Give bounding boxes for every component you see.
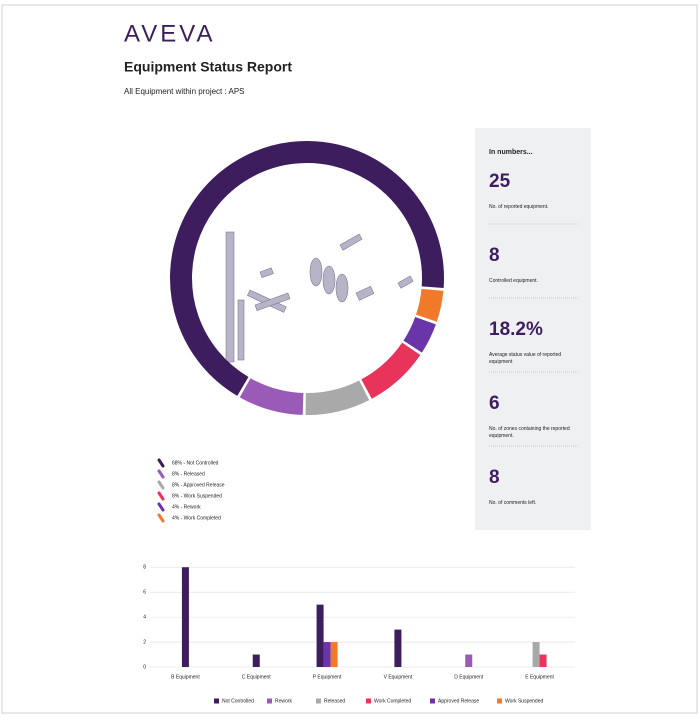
y-tick-label: 2 <box>143 639 146 645</box>
y-tick-label: 0 <box>143 664 146 670</box>
legend-label: Work Completed <box>374 698 411 704</box>
tower <box>226 232 234 362</box>
legend-label: 8% - Released <box>172 471 205 477</box>
bar <box>540 655 547 667</box>
x-tick-label: B Equipment <box>171 674 200 680</box>
report-title: Equipment Status Report <box>124 59 292 75</box>
legend-label: Work Suspended <box>505 698 543 704</box>
logo: AVEVA <box>124 20 215 47</box>
legend-swatch <box>316 699 321 704</box>
legend-label: 68% - Not Controlled <box>172 460 219 466</box>
legend-swatch <box>214 699 219 704</box>
bar <box>331 642 338 667</box>
report-page: AVEVA Equipment Status Report All Equipm… <box>0 0 700 717</box>
x-tick-label: V Equipment <box>384 674 413 680</box>
stat-value: 8 <box>489 245 500 266</box>
report-subtitle: All Equipment within project : APS <box>124 87 245 96</box>
bar <box>253 655 260 667</box>
legend-label: 8% - Approved Release <box>172 482 225 488</box>
legend-swatch <box>267 699 272 704</box>
bar <box>533 642 540 667</box>
donut-segment <box>413 321 426 347</box>
legend-label: Approved Release <box>438 698 479 704</box>
stat-value: 8 <box>489 467 500 488</box>
legend-label: 4% - Work Completed <box>172 515 221 521</box>
column <box>238 300 244 360</box>
bar <box>317 605 324 667</box>
bar <box>324 642 331 667</box>
bar <box>394 630 401 667</box>
vessel <box>336 274 348 302</box>
legend-label: Released <box>324 698 345 704</box>
legend-swatch <box>366 699 371 704</box>
numbers-heading: In numbers... <box>489 149 533 156</box>
stat-value: 18.2% <box>489 319 543 340</box>
vessel <box>323 266 335 294</box>
legend-label: 8% - Work Suspended <box>172 493 222 499</box>
y-tick-label: 4 <box>143 614 146 620</box>
bar <box>465 655 472 667</box>
page-frame <box>2 5 697 713</box>
y-tick-label: 8 <box>143 565 146 571</box>
stat-caption: No. of comments left. <box>489 500 536 506</box>
legend-label: 4% - Rework <box>172 504 201 510</box>
stat-value: 6 <box>489 393 500 414</box>
vessel <box>310 258 322 286</box>
donut-segment <box>426 290 432 318</box>
legend-swatch <box>430 699 435 704</box>
legend-label: Rework <box>275 698 292 704</box>
x-tick-label: E Equipment <box>525 674 554 680</box>
stat-caption: Controlled equipment. <box>489 278 538 284</box>
x-tick-label: P Equipment <box>313 674 342 680</box>
bar <box>182 567 189 667</box>
stat-caption: No. of reported equipment. <box>489 204 548 210</box>
legend-label: Not Controlled <box>222 698 254 704</box>
stat-value: 25 <box>489 171 511 192</box>
x-tick-label: C Equipment <box>242 674 272 680</box>
legend-swatch <box>497 699 502 704</box>
y-tick-label: 6 <box>143 590 146 596</box>
x-tick-label: D Equipment <box>454 674 484 680</box>
